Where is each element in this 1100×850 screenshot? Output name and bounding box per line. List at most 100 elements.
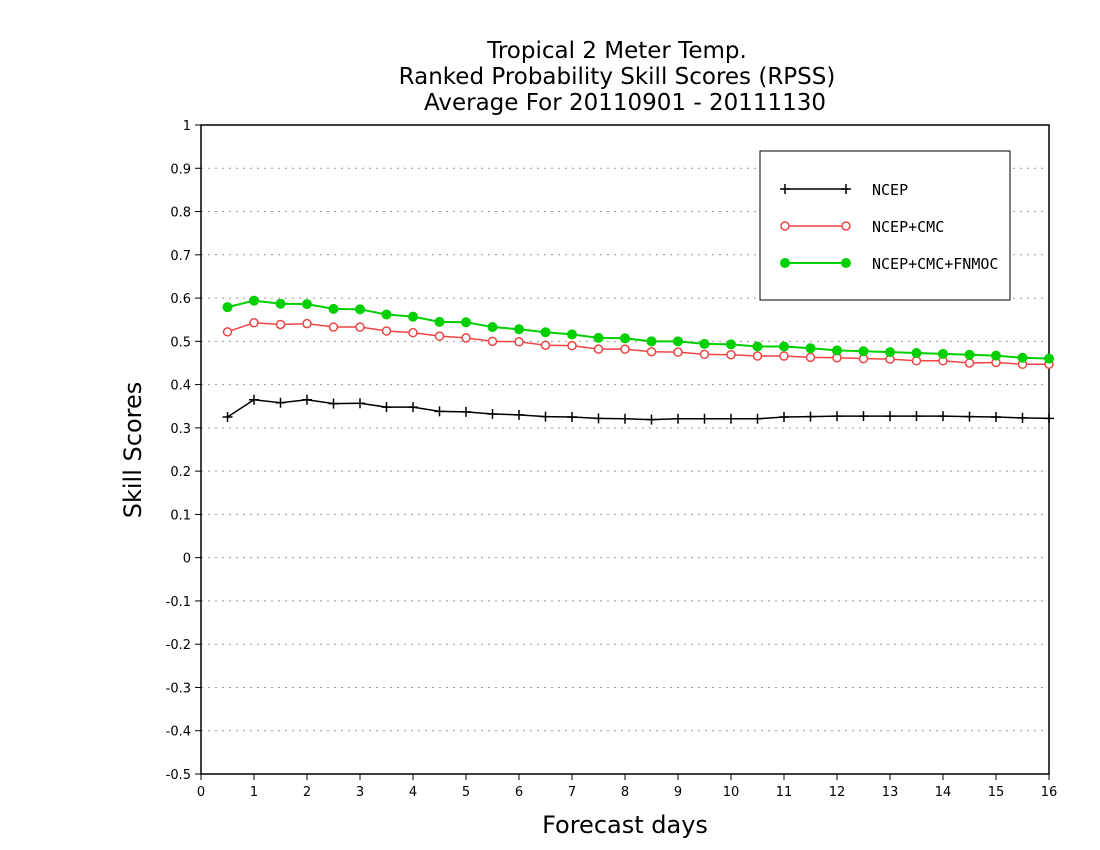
title-line-1: Tropical 2 Meter Temp. bbox=[486, 38, 747, 64]
chart-title: Tropical 2 Meter Temp. Ranked Probabilit… bbox=[399, 38, 836, 116]
data-point bbox=[328, 303, 339, 314]
legend-item: NCEP+CMC bbox=[780, 218, 944, 236]
data-point bbox=[780, 221, 790, 231]
x-tick-label: 11 bbox=[776, 785, 793, 800]
series-ncep bbox=[222, 394, 1054, 425]
data-point bbox=[726, 339, 736, 350]
data-point bbox=[1017, 412, 1028, 423]
y-tick-label: 0.8 bbox=[170, 206, 191, 221]
data-point bbox=[726, 413, 736, 424]
data-point bbox=[699, 338, 710, 349]
title-line-3: Average For 20110901 - 20111130 bbox=[424, 90, 826, 116]
data-point bbox=[1044, 413, 1054, 424]
data-point bbox=[699, 413, 710, 424]
data-point bbox=[832, 345, 842, 356]
y-tick-label: 0.6 bbox=[170, 292, 191, 307]
y-tick-label: 0.7 bbox=[170, 249, 191, 264]
legend-item: NCEP+CMC+FNMOC bbox=[780, 255, 998, 273]
series-ncep-cmc bbox=[222, 317, 1054, 370]
data-point bbox=[620, 333, 630, 344]
data-point bbox=[593, 413, 604, 424]
data-point bbox=[752, 341, 763, 352]
data-point bbox=[249, 295, 259, 306]
x-tick-label: 10 bbox=[723, 785, 740, 800]
x-tick-label: 1 bbox=[250, 785, 258, 800]
data-point bbox=[275, 397, 286, 408]
data-point bbox=[841, 184, 851, 194]
data-point bbox=[434, 406, 445, 417]
data-point bbox=[355, 304, 365, 315]
data-point bbox=[222, 327, 233, 337]
x-tick-label: 6 bbox=[515, 785, 523, 800]
data-point bbox=[487, 336, 498, 347]
data-point bbox=[355, 398, 365, 409]
y-tick-label: 0.3 bbox=[170, 422, 191, 437]
data-point bbox=[885, 347, 895, 358]
y-tick-label: 0.1 bbox=[170, 508, 191, 523]
data-point bbox=[964, 358, 975, 368]
data-point bbox=[381, 402, 392, 413]
data-point bbox=[752, 351, 763, 361]
data-point bbox=[567, 340, 577, 351]
data-point bbox=[991, 412, 1001, 423]
data-point bbox=[911, 348, 922, 359]
data-point bbox=[540, 327, 551, 338]
data-point bbox=[593, 332, 604, 343]
data-point bbox=[302, 299, 312, 310]
data-point bbox=[938, 411, 948, 422]
data-point bbox=[275, 298, 286, 309]
y-axis-title: Skill Scores bbox=[119, 382, 147, 519]
x-tick-label: 4 bbox=[409, 785, 417, 800]
data-point bbox=[911, 411, 922, 422]
data-point bbox=[673, 347, 683, 357]
data-point bbox=[885, 411, 895, 422]
data-point bbox=[805, 352, 816, 363]
y-tick-label: 1 bbox=[183, 119, 191, 134]
x-tick-label: 5 bbox=[462, 785, 470, 800]
y-tick-label: 0.4 bbox=[170, 379, 191, 394]
data-point bbox=[381, 326, 392, 336]
data-point bbox=[779, 341, 789, 352]
series-line bbox=[227, 398, 1050, 421]
data-point bbox=[249, 394, 259, 405]
data-point bbox=[487, 322, 498, 333]
series-line bbox=[227, 321, 1049, 366]
x-tick-label: 0 bbox=[197, 785, 205, 800]
data-point bbox=[964, 411, 975, 422]
data-point bbox=[841, 221, 851, 231]
y-tick-label: -0.2 bbox=[166, 638, 191, 653]
x-tick-label: 15 bbox=[988, 785, 1005, 800]
data-point bbox=[752, 413, 763, 424]
data-point bbox=[487, 409, 498, 420]
data-point bbox=[328, 398, 339, 409]
data-point bbox=[832, 411, 842, 422]
x-tick-label: 9 bbox=[674, 785, 682, 800]
data-point bbox=[646, 346, 657, 357]
data-point bbox=[222, 412, 233, 423]
data-point bbox=[620, 344, 630, 354]
x-axis-ticks: 0 1 2 3 4 5 6 7 8 9 10 11 12 13 14 15 16 bbox=[197, 774, 1057, 800]
data-point bbox=[540, 340, 551, 350]
data-point bbox=[249, 317, 259, 328]
data-point bbox=[620, 413, 630, 424]
data-point bbox=[328, 322, 339, 332]
x-tick-label: 14 bbox=[935, 785, 952, 800]
data-point bbox=[381, 309, 392, 320]
legend-label: NCEP bbox=[872, 181, 908, 199]
data-point bbox=[805, 343, 816, 354]
data-point bbox=[858, 411, 869, 422]
data-point bbox=[355, 322, 365, 332]
series-ncep-cmc-fnmoc bbox=[222, 295, 1054, 364]
x-tick-label: 13 bbox=[882, 785, 899, 800]
data-point bbox=[646, 336, 657, 347]
grid-lines bbox=[201, 167, 1049, 732]
data-point bbox=[991, 350, 1001, 361]
legend-item: NCEP bbox=[780, 181, 908, 199]
data-point bbox=[302, 394, 312, 405]
data-point bbox=[434, 331, 445, 341]
data-point bbox=[673, 336, 683, 347]
y-tick-label: -0.3 bbox=[166, 681, 191, 696]
data-point bbox=[461, 317, 471, 328]
data-point bbox=[964, 349, 975, 360]
